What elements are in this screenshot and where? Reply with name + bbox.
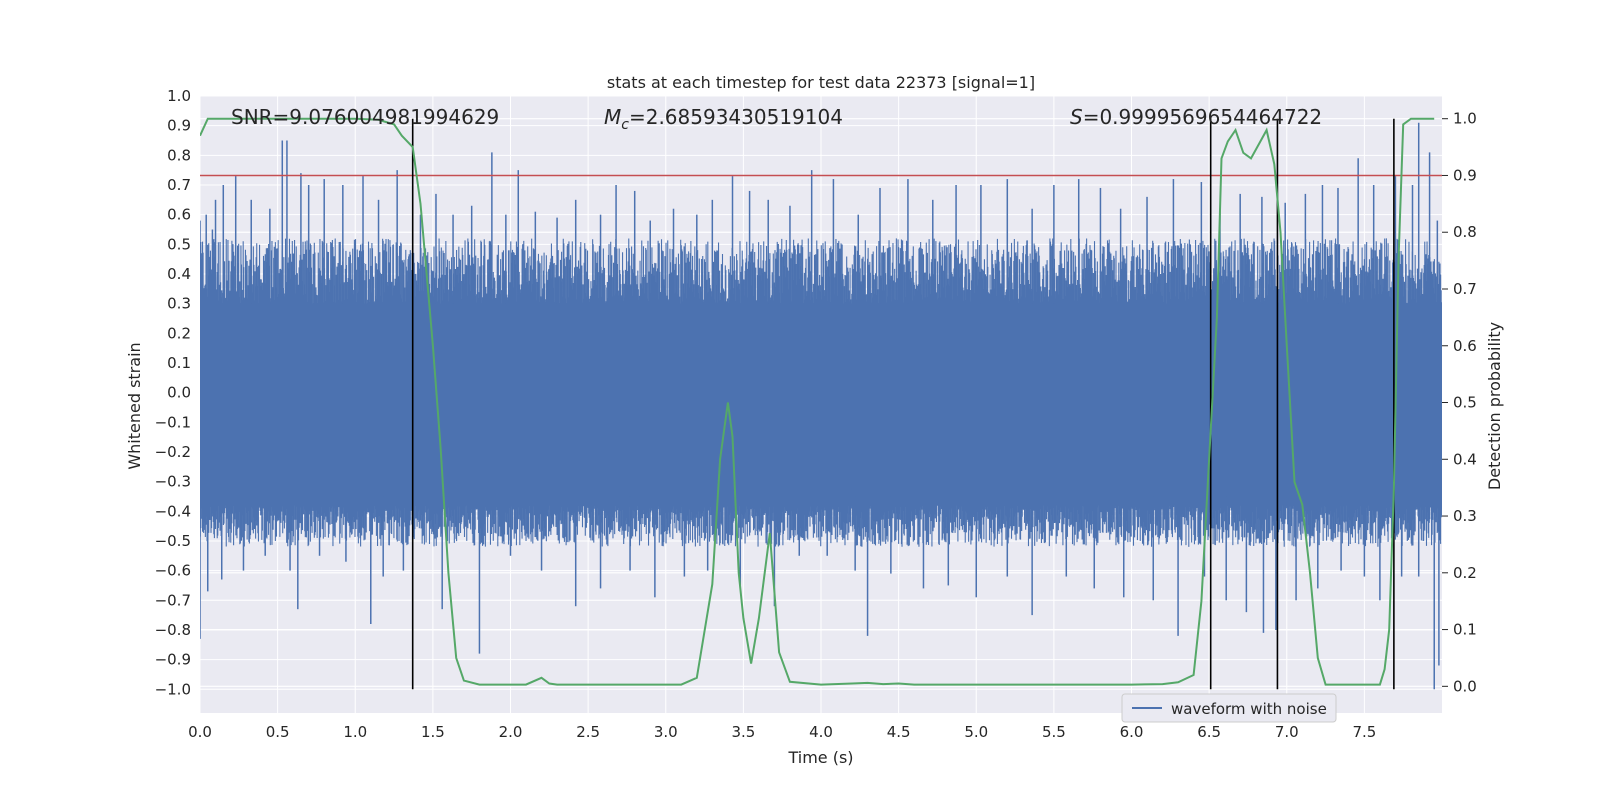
detection-probability-line <box>200 117 1435 686</box>
y-tick-label: −0.8 <box>155 621 191 639</box>
s-symbol: S <box>1070 105 1083 129</box>
vertical-markers <box>411 118 1395 690</box>
y-tick-label: −0.9 <box>155 651 191 669</box>
y-tick-label: −0.2 <box>155 443 191 461</box>
chart-title: stats at each timestep for test data 223… <box>607 73 1035 92</box>
legend-label-waveform: waveform with noise <box>1171 700 1327 718</box>
x-tick-labels: 0.0 0.5 1.0 1.5 2.0 2.5 3.0 3.5 4.0 4.5 5.0 5.5 6.0 6… <box>188 723 1376 741</box>
x-tick-label: 0.5 <box>266 723 290 741</box>
y2-tick-label: 0.8 <box>1453 223 1477 241</box>
y-tick-label: 0.7 <box>167 176 191 194</box>
x-tick-label: 1.0 <box>343 723 367 741</box>
x-axis-label: Time (s) <box>787 748 853 767</box>
y-tick-label: 0.3 <box>167 295 191 313</box>
y-tick-label: −0.1 <box>155 413 191 431</box>
y-tick-label: 0.9 <box>167 117 191 135</box>
waveform-series <box>200 122 1442 690</box>
y2-axis-label: Detection probability <box>1485 322 1504 490</box>
y-tick-label: −0.4 <box>155 502 191 520</box>
y-tick-label: −1.0 <box>155 680 191 698</box>
y-tick-label: 1.0 <box>167 87 191 105</box>
y2-tick-label: 0.1 <box>1453 621 1477 639</box>
x-tick-label: 4.5 <box>887 723 911 741</box>
legend: waveform with noise <box>1121 693 1337 723</box>
x-tick-label: 7.0 <box>1275 723 1299 741</box>
y-tick-labels: 1.0 0.9 0.8 0.7 0.6 0.5 0.4 0.3 0.2 0.1 0.0 −0.1 −0.… <box>155 87 191 698</box>
waveform-noise-body <box>200 238 1442 547</box>
x-tick-label: 3.0 <box>654 723 678 741</box>
x-tick-label: 2.5 <box>576 723 600 741</box>
x-tick-label: 3.5 <box>731 723 755 741</box>
x-tick-label: 5.0 <box>964 723 988 741</box>
y-tick-label: −0.7 <box>155 591 191 609</box>
snr-annotation: SNR=9.076004981994629 <box>231 105 499 129</box>
y2-tick-label: 0.6 <box>1453 337 1477 355</box>
x-tick-label: 2.0 <box>499 723 523 741</box>
y-tick-label: 0.1 <box>167 354 191 372</box>
x-tick-label: 1.5 <box>421 723 445 741</box>
y-tick-label: 0.6 <box>167 206 191 224</box>
chirp-mass-annotation: Mc=2.68593430519104 <box>604 105 843 133</box>
y2-tick-label: 0.0 <box>1453 677 1477 695</box>
y-tick-label: 0.2 <box>167 324 191 342</box>
score-annotation: S=0.9999569654464722 <box>1070 105 1322 129</box>
y2-tick-label: 0.9 <box>1453 166 1477 184</box>
y2-tick-label: 0.4 <box>1453 450 1477 468</box>
y-tick-label: −0.6 <box>155 562 191 580</box>
y2-tick-label: 0.2 <box>1453 564 1477 582</box>
mc-symbol: M <box>604 105 621 129</box>
y-tick-label: 0.4 <box>167 265 191 283</box>
mc-subscript: c <box>621 117 629 133</box>
y-tick-label: −0.3 <box>155 473 191 491</box>
s-value: =0.9999569654464722 <box>1083 105 1322 129</box>
y2-tick-label: 0.7 <box>1453 280 1477 298</box>
y-tick-label: 0.8 <box>167 146 191 164</box>
legend-box <box>1121 693 1337 723</box>
x-tick-label: 6.0 <box>1120 723 1144 741</box>
x-tick-label: 5.5 <box>1042 723 1066 741</box>
y-axis-label: Whitened strain <box>125 342 144 469</box>
x-tick-label: 0.0 <box>188 723 212 741</box>
x-tick-label: 7.5 <box>1352 723 1376 741</box>
x-tick-label: 6.5 <box>1197 723 1221 741</box>
y-tick-label: −0.5 <box>155 532 191 550</box>
y2-tick-label: 0.5 <box>1453 394 1477 412</box>
y2-tick-labels: 1.0 0.9 0.8 0.7 0.6 0.5 0.4 0.3 0.2 0.1 0.0 <box>1442 110 1477 695</box>
y2-tick-label: 0.3 <box>1453 507 1477 525</box>
mc-value: =2.68593430519104 <box>629 105 843 129</box>
y2-tick-label: 1.0 <box>1453 110 1477 128</box>
x-tick-label: 4.0 <box>809 723 833 741</box>
y-tick-label: 0.5 <box>167 235 191 253</box>
y-tick-label: 0.0 <box>167 384 191 402</box>
